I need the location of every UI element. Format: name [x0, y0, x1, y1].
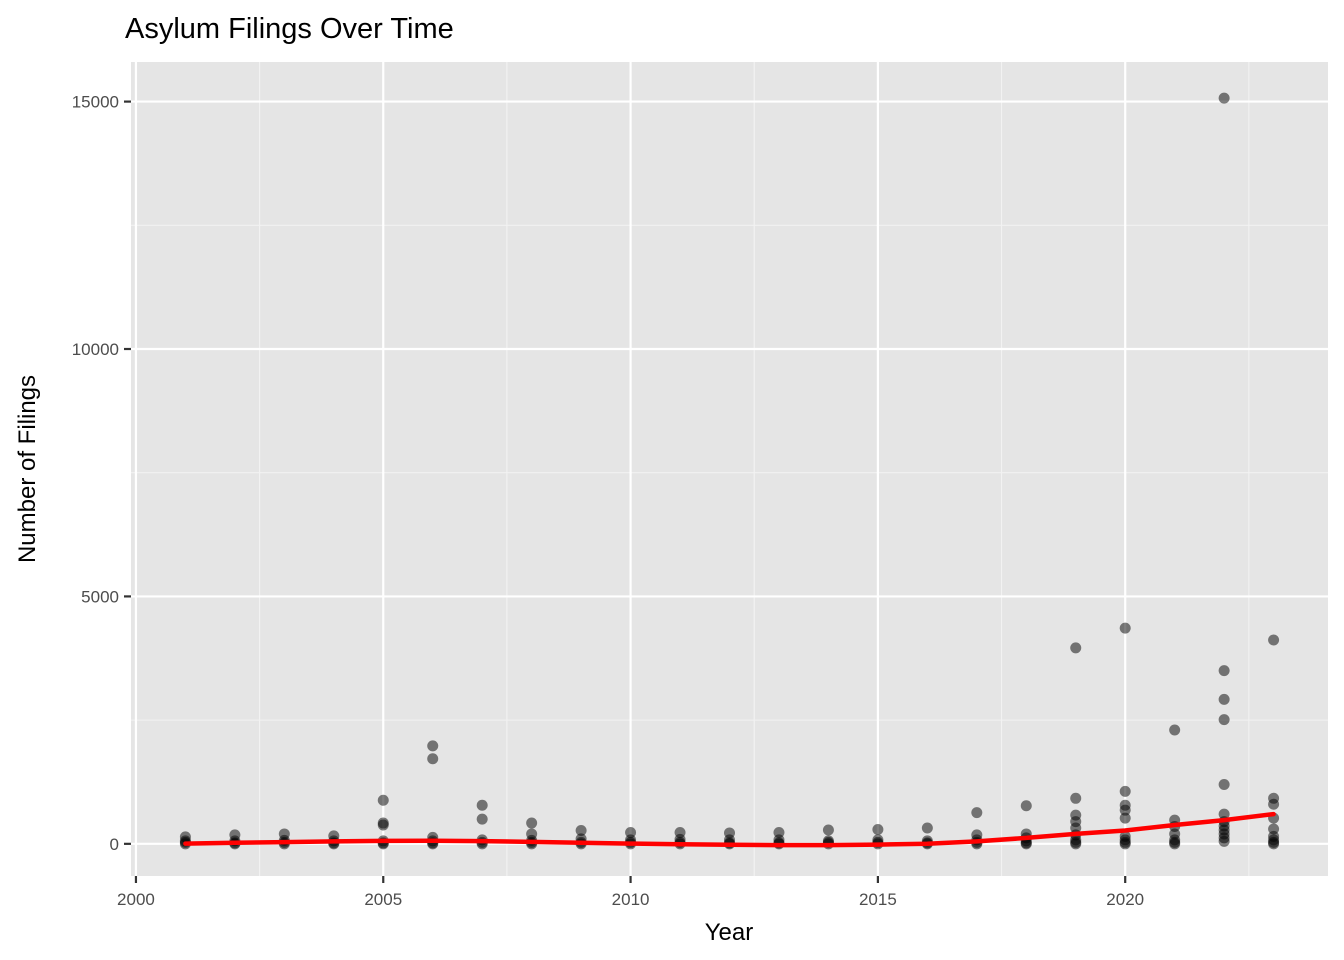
data-point [427, 753, 439, 765]
y-tick-label: 15000 [72, 93, 119, 112]
data-point [1268, 823, 1280, 835]
x-tick-label: 2015 [859, 890, 897, 909]
y-tick-label: 10000 [72, 340, 119, 359]
data-point [1070, 809, 1082, 821]
data-point [328, 830, 340, 842]
data-point [1218, 778, 1230, 790]
data-point [377, 817, 389, 829]
data-point [1119, 812, 1131, 824]
x-axis: 2000 2005 2010 2015 2020 [117, 876, 1144, 909]
data-point [1119, 830, 1131, 842]
data-point [427, 740, 439, 752]
data-point [1218, 665, 1230, 677]
data-point [526, 828, 538, 840]
x-tick-label: 2020 [1106, 890, 1144, 909]
data-point [921, 822, 933, 834]
data-point [971, 829, 983, 841]
x-tick-label: 2010 [612, 890, 650, 909]
data-point [773, 826, 785, 838]
y-axis: 0 5000 10000 15000 [72, 93, 131, 854]
smooth-trend-line [183, 811, 1276, 848]
data-point [822, 824, 834, 836]
data-point [229, 829, 241, 841]
data-point [625, 826, 637, 838]
data-point [1218, 714, 1230, 726]
y-tick-label: 0 [110, 835, 119, 854]
data-point [1119, 799, 1131, 811]
data-point [278, 828, 290, 840]
minor-gridlines [131, 62, 1328, 876]
data-point [526, 817, 538, 829]
smooth-line-layer [183, 811, 1276, 848]
data-point [872, 823, 884, 835]
data-point [1070, 792, 1082, 804]
data-point [476, 799, 488, 811]
x-tick-label: 2005 [364, 890, 402, 909]
data-point [1268, 634, 1280, 646]
y-axis-title: Number of Filings [14, 375, 41, 563]
data-point [575, 824, 587, 836]
data-point [971, 807, 983, 819]
data-point [1169, 724, 1181, 736]
data-point [1218, 808, 1230, 820]
data-point [377, 794, 389, 806]
data-point [476, 813, 488, 825]
data-point [1218, 92, 1230, 104]
data-point [1268, 792, 1280, 804]
x-axis-title: Year [705, 919, 754, 946]
data-point [1218, 693, 1230, 705]
x-tick-label: 2000 [117, 890, 155, 909]
data-point [179, 831, 191, 843]
data-point [1119, 785, 1131, 797]
chart-title: Asylum Filings Over Time [125, 13, 454, 45]
data-point [1119, 622, 1131, 634]
data-point [674, 826, 686, 838]
data-point [1070, 642, 1082, 654]
data-point [1020, 800, 1032, 812]
plot-panel [131, 62, 1328, 876]
y-tick-label: 5000 [81, 587, 119, 606]
data-point [724, 827, 735, 839]
